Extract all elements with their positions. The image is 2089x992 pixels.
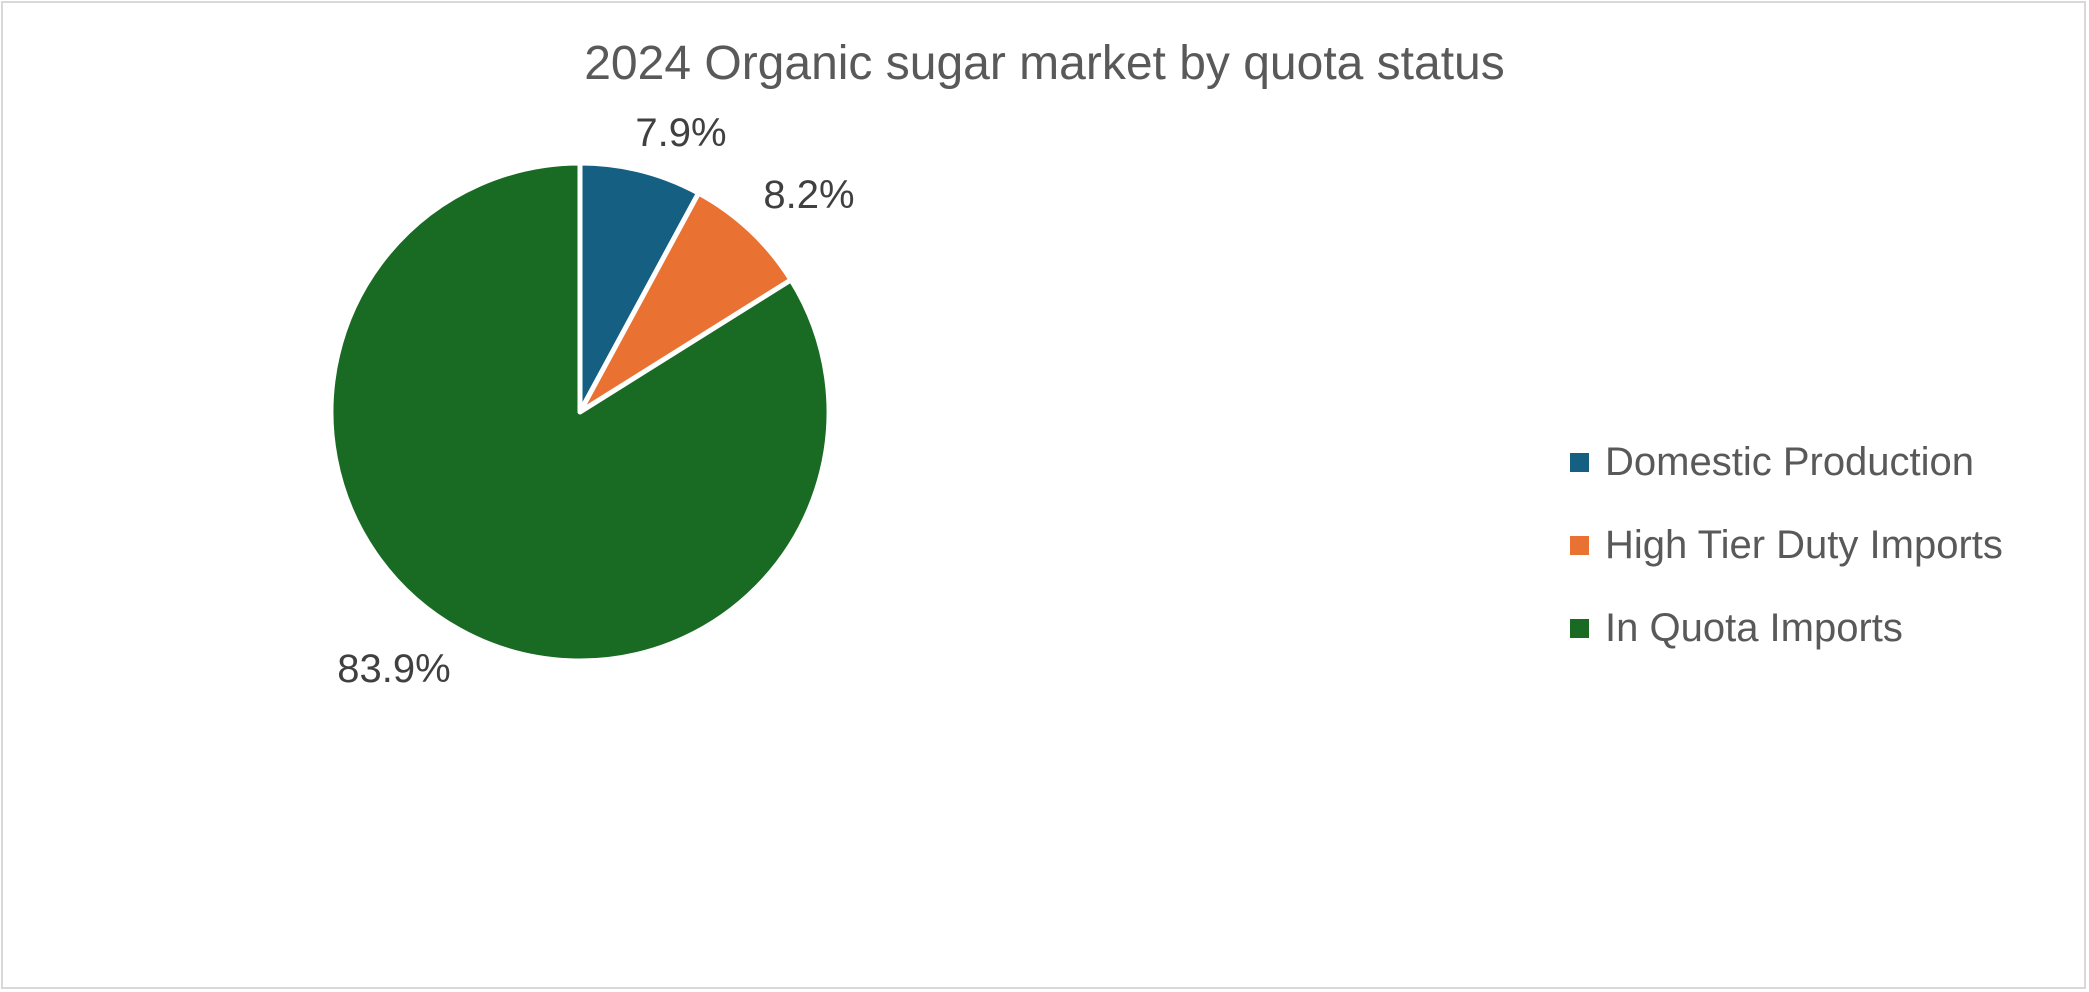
legend-swatch [1570, 618, 1589, 638]
legend-label: In Quota Imports [1605, 605, 1903, 650]
data-label-high-tier-duty-imports: 8.2% [763, 173, 854, 217]
pie-data-labels: 7.9% 8.2% 83.9% [337, 111, 854, 691]
legend: Domestic Production High Tier Duty Impor… [1570, 436, 2003, 654]
pie-slices [328, 160, 832, 664]
legend-item-domestic-production: Domestic Production [1570, 436, 2003, 488]
pie-slice-high-tier-duty-imports [577, 190, 794, 415]
legend-swatch [1570, 452, 1589, 472]
data-label-domestic-production: 7.9% [635, 111, 726, 155]
pie-slice-in-quota-imports [328, 160, 832, 664]
pie-slice-domestic-production [577, 160, 702, 415]
legend-label: Domestic Production [1605, 439, 1975, 484]
legend-item-high-tier-duty-imports: High Tier Duty Imports [1570, 519, 2003, 571]
chart-title: 2024 Organic sugar market by quota statu… [584, 37, 1505, 90]
legend-item-in-quota-imports: In Quota Imports [1570, 602, 2003, 654]
data-label-in-quota-imports: 83.9% [337, 647, 450, 691]
legend-swatch [1570, 535, 1589, 555]
legend-label: High Tier Duty Imports [1605, 522, 2003, 567]
